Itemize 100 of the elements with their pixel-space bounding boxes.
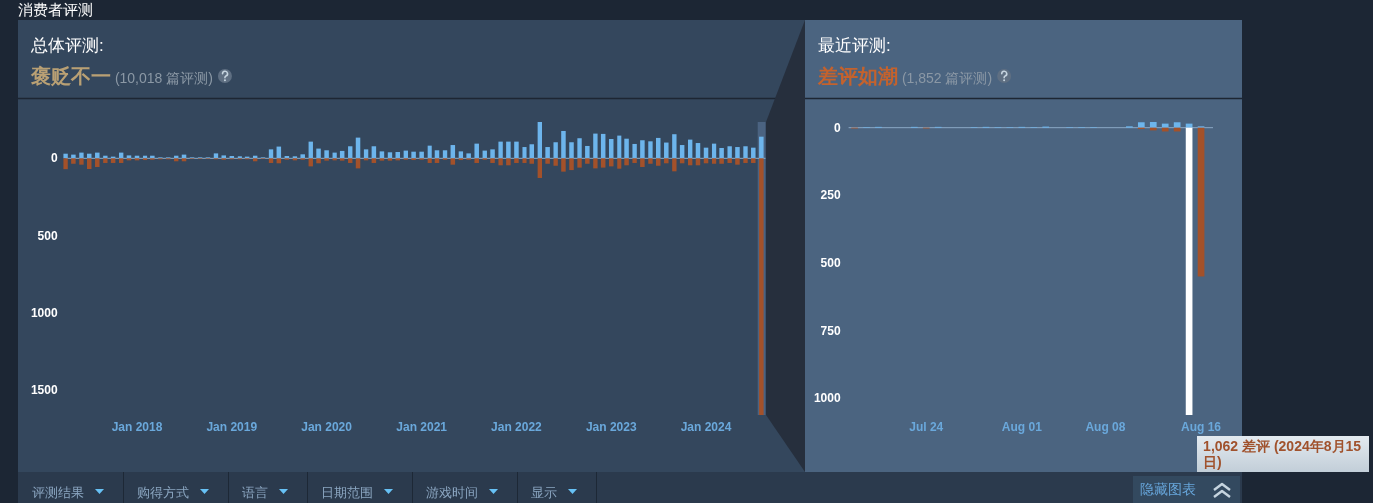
bar — [506, 158, 511, 166]
bar — [348, 158, 353, 163]
bar — [537, 158, 542, 178]
bar — [498, 141, 503, 159]
bar — [672, 158, 677, 172]
text: 购得方式 — [137, 485, 189, 500]
bar — [632, 158, 637, 163]
bar — [71, 158, 76, 164]
bar — [600, 158, 606, 168]
bar — [63, 158, 68, 170]
bar — [268, 149, 274, 159]
bar — [593, 158, 598, 169]
bar — [276, 158, 282, 164]
bar — [703, 158, 709, 164]
bar — [379, 151, 385, 159]
bar — [711, 143, 717, 159]
bar — [474, 158, 479, 163]
bar — [617, 135, 622, 159]
bar — [458, 151, 464, 159]
bar — [103, 158, 108, 163]
x-tick-label: Jan 2021 — [396, 420, 448, 434]
bar — [640, 140, 645, 159]
bar — [95, 158, 100, 167]
x-tick-label: Jan 2024 — [680, 420, 732, 434]
y-tick-label: 250 — [820, 188, 841, 203]
bar — [664, 142, 669, 159]
text: 显示 — [531, 485, 557, 500]
text: 消费者评测 — [18, 1, 93, 18]
bar — [213, 153, 219, 159]
bar — [348, 146, 353, 159]
bar — [514, 141, 519, 159]
bar — [655, 158, 661, 166]
bar — [308, 158, 313, 167]
bar — [363, 149, 369, 159]
bar — [332, 158, 337, 161]
y-tick-label: 0 — [50, 151, 58, 166]
bar — [743, 158, 748, 163]
bar — [434, 158, 440, 163]
chart-title: 总体评测: — [30, 36, 104, 55]
x-tick-label: Jan 2022 — [491, 420, 543, 434]
bar — [751, 158, 756, 163]
bar — [719, 147, 724, 159]
bar — [561, 158, 566, 172]
bar — [490, 149, 495, 159]
chart-subtitle: 差评如潮 (1,852 篇评测) — [817, 65, 993, 87]
bar — [577, 158, 582, 168]
bar — [529, 158, 535, 164]
bar — [577, 138, 582, 159]
bar — [585, 145, 590, 159]
bar — [727, 146, 732, 159]
annotation: 1,062 差评 (2024年8月15日) — [1197, 436, 1370, 472]
bar — [648, 158, 653, 164]
bar — [553, 158, 558, 166]
bar — [387, 158, 393, 161]
bar — [640, 158, 645, 167]
bar — [387, 152, 393, 159]
bar — [672, 134, 677, 159]
x-tick-label: Aug 16 — [1181, 420, 1222, 434]
bar — [498, 158, 503, 166]
bar — [316, 148, 321, 159]
text: 日期范围 — [321, 485, 373, 500]
bar — [316, 158, 321, 164]
bar — [181, 158, 187, 162]
x-tick-label: Jul 24 — [909, 420, 944, 434]
bar — [427, 145, 432, 159]
chart-subtitle: 褒贬不一 (10,018 篇评测) — [30, 65, 213, 87]
y-tick-label: 1000 — [30, 305, 58, 320]
bar — [537, 122, 542, 159]
x-tick-label: Aug 08 — [1085, 420, 1126, 434]
bar — [711, 158, 717, 164]
bar — [632, 143, 637, 159]
bar — [688, 158, 693, 166]
bar — [751, 147, 756, 159]
bar — [648, 141, 653, 159]
bar — [466, 153, 471, 159]
bar — [110, 158, 116, 163]
y-tick-label: 1000 — [813, 391, 841, 406]
bar — [569, 142, 574, 159]
text: 语言 — [242, 485, 268, 500]
bar — [411, 151, 416, 159]
bar — [664, 158, 669, 164]
bar — [324, 158, 329, 161]
bar — [545, 158, 550, 164]
x-tick-label: Jan 2018 — [111, 420, 163, 434]
bar — [95, 152, 100, 159]
bar — [450, 158, 456, 165]
bar — [324, 150, 329, 159]
bar — [371, 158, 377, 163]
bar — [522, 147, 527, 159]
text: 游戏时间 — [426, 485, 478, 500]
bar — [379, 158, 385, 161]
y-tick-label: 500 — [37, 228, 58, 243]
bar — [553, 142, 558, 159]
bar — [561, 130, 566, 159]
bar — [506, 141, 511, 159]
x-tick-label: Jan 2019 — [206, 420, 258, 434]
bar — [79, 152, 84, 159]
y-tick-label: 1500 — [30, 383, 58, 398]
y-tick-label: 0 — [833, 120, 841, 135]
bar — [86, 158, 92, 169]
